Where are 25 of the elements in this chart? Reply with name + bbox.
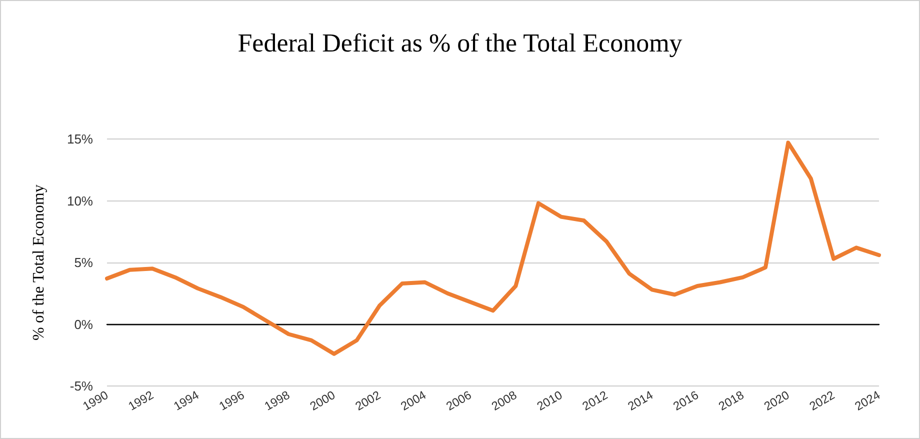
x-tick-label: 2004 — [398, 388, 429, 414]
x-tick-label: 2016 — [670, 388, 702, 414]
x-tick-label: 1992 — [126, 388, 156, 414]
x-tick-label: 1994 — [171, 388, 202, 414]
chart-title: Federal Deficit as % of the Total Economy — [238, 28, 682, 58]
y-axis-title: % of the Total Economy — [30, 184, 48, 340]
x-tick-label: 2000 — [307, 388, 338, 414]
y-tick-label: -5% — [70, 378, 94, 394]
x-tick-label: 2006 — [444, 388, 474, 414]
x-tick-label: 2002 — [352, 388, 384, 414]
x-tick-label: 2022 — [806, 388, 838, 414]
x-tick-label: 1998 — [262, 388, 292, 414]
y-tick-label: 5% — [74, 255, 94, 270]
x-tick-label: 2010 — [534, 388, 565, 414]
line-series — [105, 140, 881, 356]
x-tick-label: 2014 — [625, 388, 656, 414]
y-tick-label: 15% — [66, 132, 94, 146]
y-tick-label: 0% — [74, 316, 94, 332]
x-tick-label: 2024 — [852, 388, 883, 414]
x-tick-label: 2008 — [489, 388, 520, 414]
x-tick-label: 1996 — [216, 388, 248, 414]
x-tick-label: 2012 — [580, 388, 610, 414]
y-tick-label: 10% — [66, 193, 94, 208]
x-tick-label: 2020 — [762, 388, 792, 414]
x-tick-label: 2018 — [716, 388, 747, 414]
